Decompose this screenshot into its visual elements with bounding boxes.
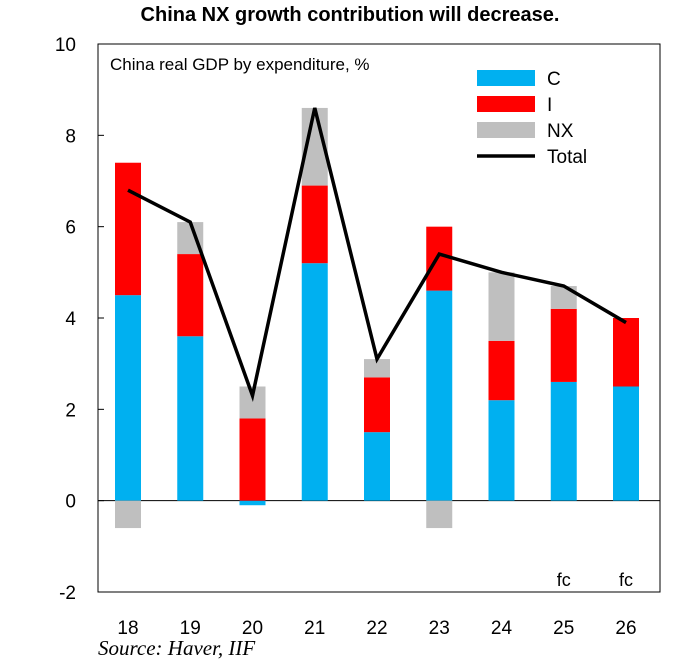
y-tick-label: 8 — [65, 126, 76, 147]
x-tick-label: 22 — [366, 618, 387, 639]
bar-c-18 — [115, 295, 141, 501]
bar-i-20 — [239, 418, 266, 501]
bar-i-22 — [364, 377, 390, 433]
bar-i-24 — [488, 340, 515, 401]
chart-title: China NX growth contribution will decrea… — [140, 4, 560, 26]
x-tick-label: 19 — [180, 618, 201, 639]
forecast-label: fc — [557, 570, 571, 590]
bar-nx-24 — [488, 272, 515, 341]
chart-subtitle: China real GDP by expenditure, % — [110, 55, 370, 74]
x-tick-label: 24 — [491, 618, 513, 639]
x-tick-label: 20 — [242, 618, 263, 639]
bar-i-21 — [301, 185, 328, 264]
x-tick-label: 21 — [304, 618, 325, 639]
x-tick-label: 18 — [117, 618, 138, 639]
bar-nx-22 — [364, 359, 390, 378]
bar-c-22 — [364, 432, 390, 501]
bar-c-21 — [301, 263, 328, 501]
bar-c-19 — [177, 336, 204, 501]
bar-i-19 — [177, 254, 204, 337]
bar-i-26 — [613, 318, 639, 387]
legend-swatch-i — [477, 96, 535, 112]
y-tick-label: 10 — [55, 35, 76, 56]
source-note: Source: Haver, IIF — [98, 636, 256, 660]
bar-c-25 — [550, 381, 577, 501]
total-line — [127, 107, 627, 402]
bar-c-20 — [239, 500, 266, 506]
y-tick-label: 2 — [65, 400, 76, 421]
bar-c-24 — [488, 400, 515, 501]
y-tick-label: 4 — [65, 309, 76, 330]
x-tick-label: 26 — [615, 618, 636, 639]
y-tick-label: 0 — [65, 492, 76, 513]
legend-label-total: Total — [547, 147, 587, 168]
bar-i-25 — [550, 308, 577, 382]
legend-label-c: C — [547, 69, 561, 90]
legend-swatch-nx — [477, 122, 535, 138]
bar-i-23 — [426, 226, 453, 291]
bar-nx-23 — [426, 500, 453, 529]
y-tick-label: -2 — [59, 583, 76, 604]
bar-i-18 — [115, 162, 141, 296]
legend-label-nx: NX — [547, 121, 574, 142]
x-tick-label: 25 — [553, 618, 574, 639]
bar-c-23 — [426, 290, 453, 501]
x-tick-label: 23 — [429, 618, 450, 639]
bar-nx-18 — [115, 500, 141, 529]
legend-label-i: I — [547, 95, 552, 116]
bar-c-26 — [613, 386, 639, 501]
legend-swatch-c — [477, 70, 535, 86]
forecast-label: fc — [619, 570, 633, 590]
y-tick-label: 6 — [65, 218, 76, 239]
